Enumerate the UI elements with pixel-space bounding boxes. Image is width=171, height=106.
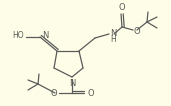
Text: O: O	[50, 89, 57, 98]
Text: N: N	[69, 79, 75, 88]
Text: HO: HO	[12, 31, 24, 40]
Text: H: H	[110, 34, 116, 43]
Text: O: O	[119, 3, 125, 12]
Text: O: O	[134, 26, 141, 36]
Text: N: N	[110, 29, 116, 38]
Text: O: O	[88, 89, 95, 98]
Text: N: N	[42, 31, 48, 40]
